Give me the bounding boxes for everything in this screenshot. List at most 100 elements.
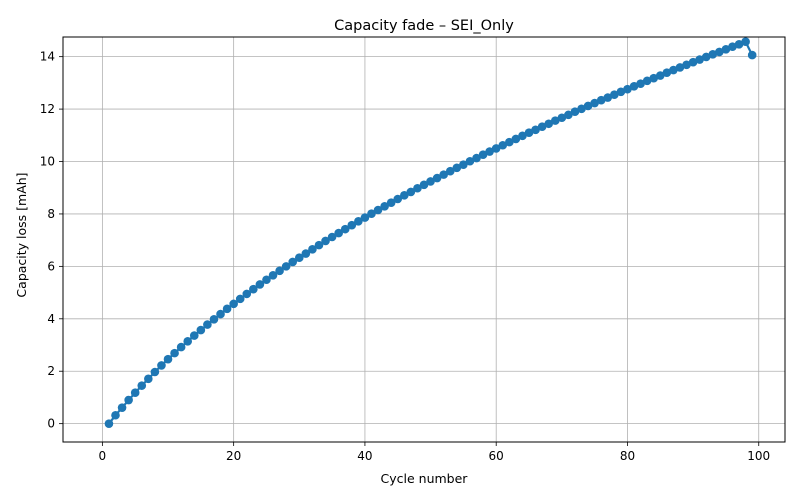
data-point	[117, 403, 127, 412]
data-point	[209, 315, 219, 324]
data-point	[629, 81, 639, 91]
series-layer	[104, 37, 757, 428]
data-point	[590, 98, 599, 108]
data-point	[655, 71, 665, 80]
data-point	[111, 410, 120, 420]
data-point	[150, 367, 160, 377]
data-point	[288, 257, 298, 267]
data-point	[596, 95, 606, 105]
data-point	[314, 240, 324, 250]
data-point	[459, 160, 468, 169]
data-point	[505, 137, 514, 147]
y-tick-label: 2	[47, 364, 55, 378]
y-tick-label: 6	[47, 259, 55, 273]
data-point	[485, 147, 494, 156]
y-tick-label: 8	[47, 207, 55, 221]
data-point	[701, 52, 711, 62]
x-tick-label: 0	[99, 449, 107, 463]
data-point	[557, 113, 567, 123]
data-point	[715, 47, 724, 57]
x-axis-ticks: 0 20 40 60 80 100	[99, 442, 770, 463]
data-point	[327, 232, 337, 242]
data-point	[662, 68, 672, 77]
data-point	[734, 40, 744, 49]
data-point	[340, 224, 350, 234]
data-point	[432, 173, 442, 183]
series-line	[108, 40, 754, 425]
data-point	[498, 140, 508, 150]
x-tick-label: 20	[226, 449, 241, 463]
data-point	[747, 50, 757, 60]
data-point	[347, 220, 357, 230]
grid	[63, 37, 785, 442]
data-point	[216, 309, 225, 319]
data-point	[176, 342, 186, 352]
plot-frame	[62, 36, 786, 443]
data-point	[675, 63, 685, 72]
y-axis-label: Capacity loss [mAh]	[14, 172, 29, 297]
data-point	[393, 194, 403, 204]
y-tick-label: 4	[47, 312, 55, 326]
x-axis-label: Cycle number	[381, 471, 469, 486]
data-point	[537, 122, 547, 131]
data-point	[189, 331, 199, 340]
data-point	[465, 156, 475, 166]
data-point	[196, 325, 206, 335]
data-point	[275, 266, 284, 276]
data-point	[183, 337, 193, 346]
x-tick-label: 60	[489, 449, 504, 463]
data-point	[235, 294, 245, 304]
y-tick-label: 10	[40, 155, 55, 169]
data-point	[642, 76, 652, 86]
data-point	[616, 87, 626, 97]
data-point	[452, 163, 462, 173]
y-tick-label: 14	[40, 50, 55, 64]
data-point	[124, 395, 133, 405]
chart-title: Capacity fade – SEI_Only	[334, 18, 514, 34]
data-point	[308, 245, 317, 254]
data-point	[623, 84, 632, 94]
y-tick-label: 0	[47, 417, 55, 431]
data-point	[649, 73, 659, 83]
data-point	[721, 45, 731, 54]
data-point	[603, 93, 613, 102]
data-point	[360, 213, 370, 222]
data-point	[373, 205, 383, 215]
data-point	[564, 110, 573, 120]
data-point	[406, 187, 416, 197]
data-point	[321, 236, 330, 246]
data-point	[419, 180, 429, 190]
data-point	[386, 198, 396, 207]
data-point	[570, 107, 580, 117]
x-tick-label: 100	[747, 449, 770, 463]
data-point	[144, 374, 153, 384]
data-point	[413, 183, 422, 193]
data-point	[367, 209, 376, 218]
y-tick-label: 12	[40, 102, 55, 116]
data-point	[130, 388, 140, 398]
data-point	[229, 299, 238, 309]
data-point	[610, 90, 619, 99]
x-tick-label: 80	[620, 449, 635, 463]
data-point	[583, 101, 593, 111]
data-point	[163, 354, 173, 364]
data-point	[400, 191, 409, 200]
data-point	[380, 202, 389, 211]
data-point	[301, 249, 311, 258]
data-point	[478, 150, 488, 159]
data-point	[636, 79, 645, 88]
data-point	[577, 104, 586, 114]
data-point	[669, 65, 678, 75]
data-point	[544, 119, 554, 129]
data-point	[426, 177, 435, 186]
data-point	[524, 128, 534, 137]
data-point	[354, 216, 363, 226]
data-point	[708, 50, 718, 59]
data-point	[511, 134, 521, 144]
data-point	[294, 253, 304, 263]
x-tick-label: 40	[357, 449, 372, 463]
data-point	[682, 60, 691, 70]
data-point	[262, 275, 271, 285]
data-point	[203, 320, 212, 329]
